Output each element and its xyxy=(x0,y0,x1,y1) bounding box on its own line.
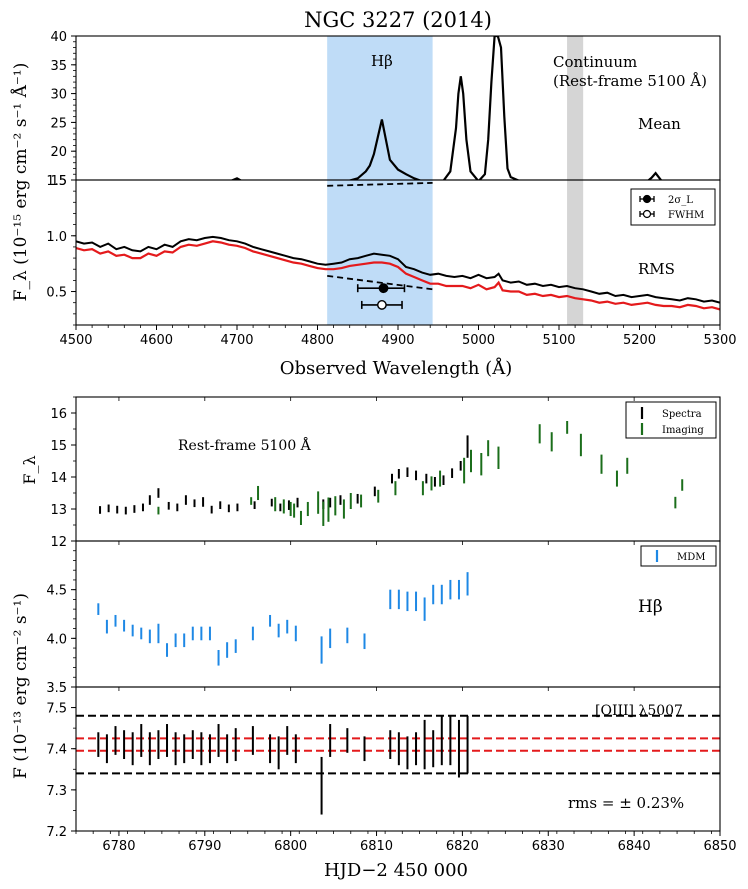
hbeta-legend: MDM xyxy=(640,545,717,567)
hjd-tick-label: 6840 xyxy=(618,839,651,854)
hbeta-y-tick-label: 4.5 xyxy=(46,584,67,599)
wavelength-tick-label: 5200 xyxy=(623,333,656,348)
hjd-tick-label: 6790 xyxy=(188,839,221,854)
continuum-y-tick-label: 13 xyxy=(50,503,67,518)
mean-y-tick-label: 25 xyxy=(50,116,67,131)
rms-legend: 2σ_L FWHM xyxy=(630,188,716,226)
continuum-y-tick-label: 15 xyxy=(50,439,67,454)
wavelength-axis-label: Observed Wavelength (Å) xyxy=(280,357,512,379)
hbeta-y-tick-label: 3.5 xyxy=(46,681,67,696)
wavelength-tick-label: 4900 xyxy=(381,333,414,348)
oiii-y-tick-label: 7.4 xyxy=(46,743,67,758)
mean-y-tick-label: 30 xyxy=(50,88,67,103)
continuum-y-tick-label: 12 xyxy=(50,535,67,550)
hbeta-y-tick-label: 4.0 xyxy=(46,632,67,647)
continuum-legend-label: Imaging xyxy=(662,425,704,436)
hbeta-panel-label: Hβ xyxy=(638,597,663,617)
mean-spectrum-panel: 15 20 25 30 35 40 Hβ Continuum(Rest-frame 5100 … xyxy=(50,30,721,325)
hjd-tick-label: 6810 xyxy=(360,839,393,854)
oiii-y-tick-label: 7.2 xyxy=(46,825,67,840)
rms-legend-box xyxy=(630,188,716,226)
wavelength-tick-label: 4800 xyxy=(301,333,334,348)
hjd-tick-label: 6780 xyxy=(102,839,135,854)
oiii-panel-frame xyxy=(75,686,721,832)
hbeta-lightcurve-panel: 3.5 4.0 4.5 Hβ MDM xyxy=(46,540,721,696)
hjd-axis: 6780 6790 6800 6810 6820 6830 6840 6850 xyxy=(75,397,737,854)
hjd-axis-label: HJD−2 450 000 xyxy=(324,860,468,881)
mean-continuum-fit-line xyxy=(327,182,433,187)
flux-density-axis-label: F_λ (10⁻¹⁵ erg cm⁻² s⁻¹ Å⁻¹) xyxy=(10,63,31,302)
oiii-lightcurve-panel: 7.2 7.3 7.4 7.5 [OIII] λ5007 rms = ± 0.23% xyxy=(46,686,721,840)
hbeta-band-label: Hβ xyxy=(371,52,393,70)
rms-panel-label: RMS xyxy=(638,260,675,278)
rms-continuum-fit-line xyxy=(327,275,433,291)
rms-spectrum-red-line xyxy=(76,240,720,311)
fwhm-marker xyxy=(376,300,387,310)
rms-spectrum-black-line xyxy=(76,235,720,304)
wavelength-tick-label: 4600 xyxy=(140,333,173,348)
wavelength-axis: 4500 4600 4700 4800 4900 5000 5100 5200 5300 xyxy=(59,325,737,348)
mean-y-tick-label: 20 xyxy=(50,145,67,160)
hbeta-panel-frame xyxy=(75,540,721,688)
wavelength-tick-label: 4700 xyxy=(220,333,253,348)
continuum-lightcurve-panel: 12 13 14 15 16 Rest-frame 5100 Å Spectra Imagin… xyxy=(50,396,721,550)
rms-y-tick-label: 0.5 xyxy=(46,286,67,301)
continuum-flux-axis-label: F_λ xyxy=(20,455,39,484)
continuum-y-tick-label: 14 xyxy=(50,471,67,486)
oiii-y-tick-label: 7.3 xyxy=(46,784,67,799)
continuum-panel-label: Rest-frame 5100 Å xyxy=(178,436,312,454)
rms-legend-label: 2σ_L xyxy=(668,195,693,206)
mean-panel-label: Mean xyxy=(638,115,681,133)
continuum-legend-label: Spectra xyxy=(662,409,702,420)
continuum-band-label-line2: (Rest-frame 5100 Å) xyxy=(553,72,707,90)
continuum-y-tick-label: 16 xyxy=(50,407,67,422)
continuum-legend: Spectra Imaging xyxy=(625,401,717,439)
sigma-line-marker xyxy=(378,283,389,294)
rms-legend-label: FWHM xyxy=(668,210,704,221)
oiii-panel-label: [OIII] λ5007 xyxy=(595,703,683,719)
hjd-tick-label: 6800 xyxy=(274,839,307,854)
wavelength-tick-label: 4500 xyxy=(59,333,92,348)
filled-circle-legend-marker xyxy=(642,194,652,204)
hjd-tick-label: 6820 xyxy=(446,839,479,854)
oiii-rms-label: rms = ± 0.23% xyxy=(568,794,684,812)
mean-y-tick-label: 15 xyxy=(50,174,67,189)
rms-y-tick-label: 1.0 xyxy=(46,230,67,245)
figure-title: NGC 3227 (2014) xyxy=(304,8,492,32)
oiii-y-tick-label: 7.5 xyxy=(46,702,67,717)
wavelength-tick-label: 5100 xyxy=(542,333,575,348)
hbeta-legend-box xyxy=(640,545,717,567)
wavelength-tick-label: 5300 xyxy=(703,333,736,348)
hjd-tick-label: 6830 xyxy=(532,839,565,854)
mean-y-tick-label: 35 xyxy=(50,59,67,74)
line-flux-axis-label: F (10⁻¹³ erg cm⁻² s⁻¹) xyxy=(11,593,31,779)
mean-y-tick-label: 40 xyxy=(50,30,67,45)
hbeta-legend-label: MDM xyxy=(677,552,706,563)
wavelength-tick-label: 5000 xyxy=(462,333,495,348)
rms-y-tick-label: 1.5 xyxy=(46,174,67,189)
hjd-tick-label: 6850 xyxy=(703,839,736,854)
continuum-band-label-line1: Continuum xyxy=(553,53,637,71)
open-circle-legend-marker xyxy=(642,209,652,219)
